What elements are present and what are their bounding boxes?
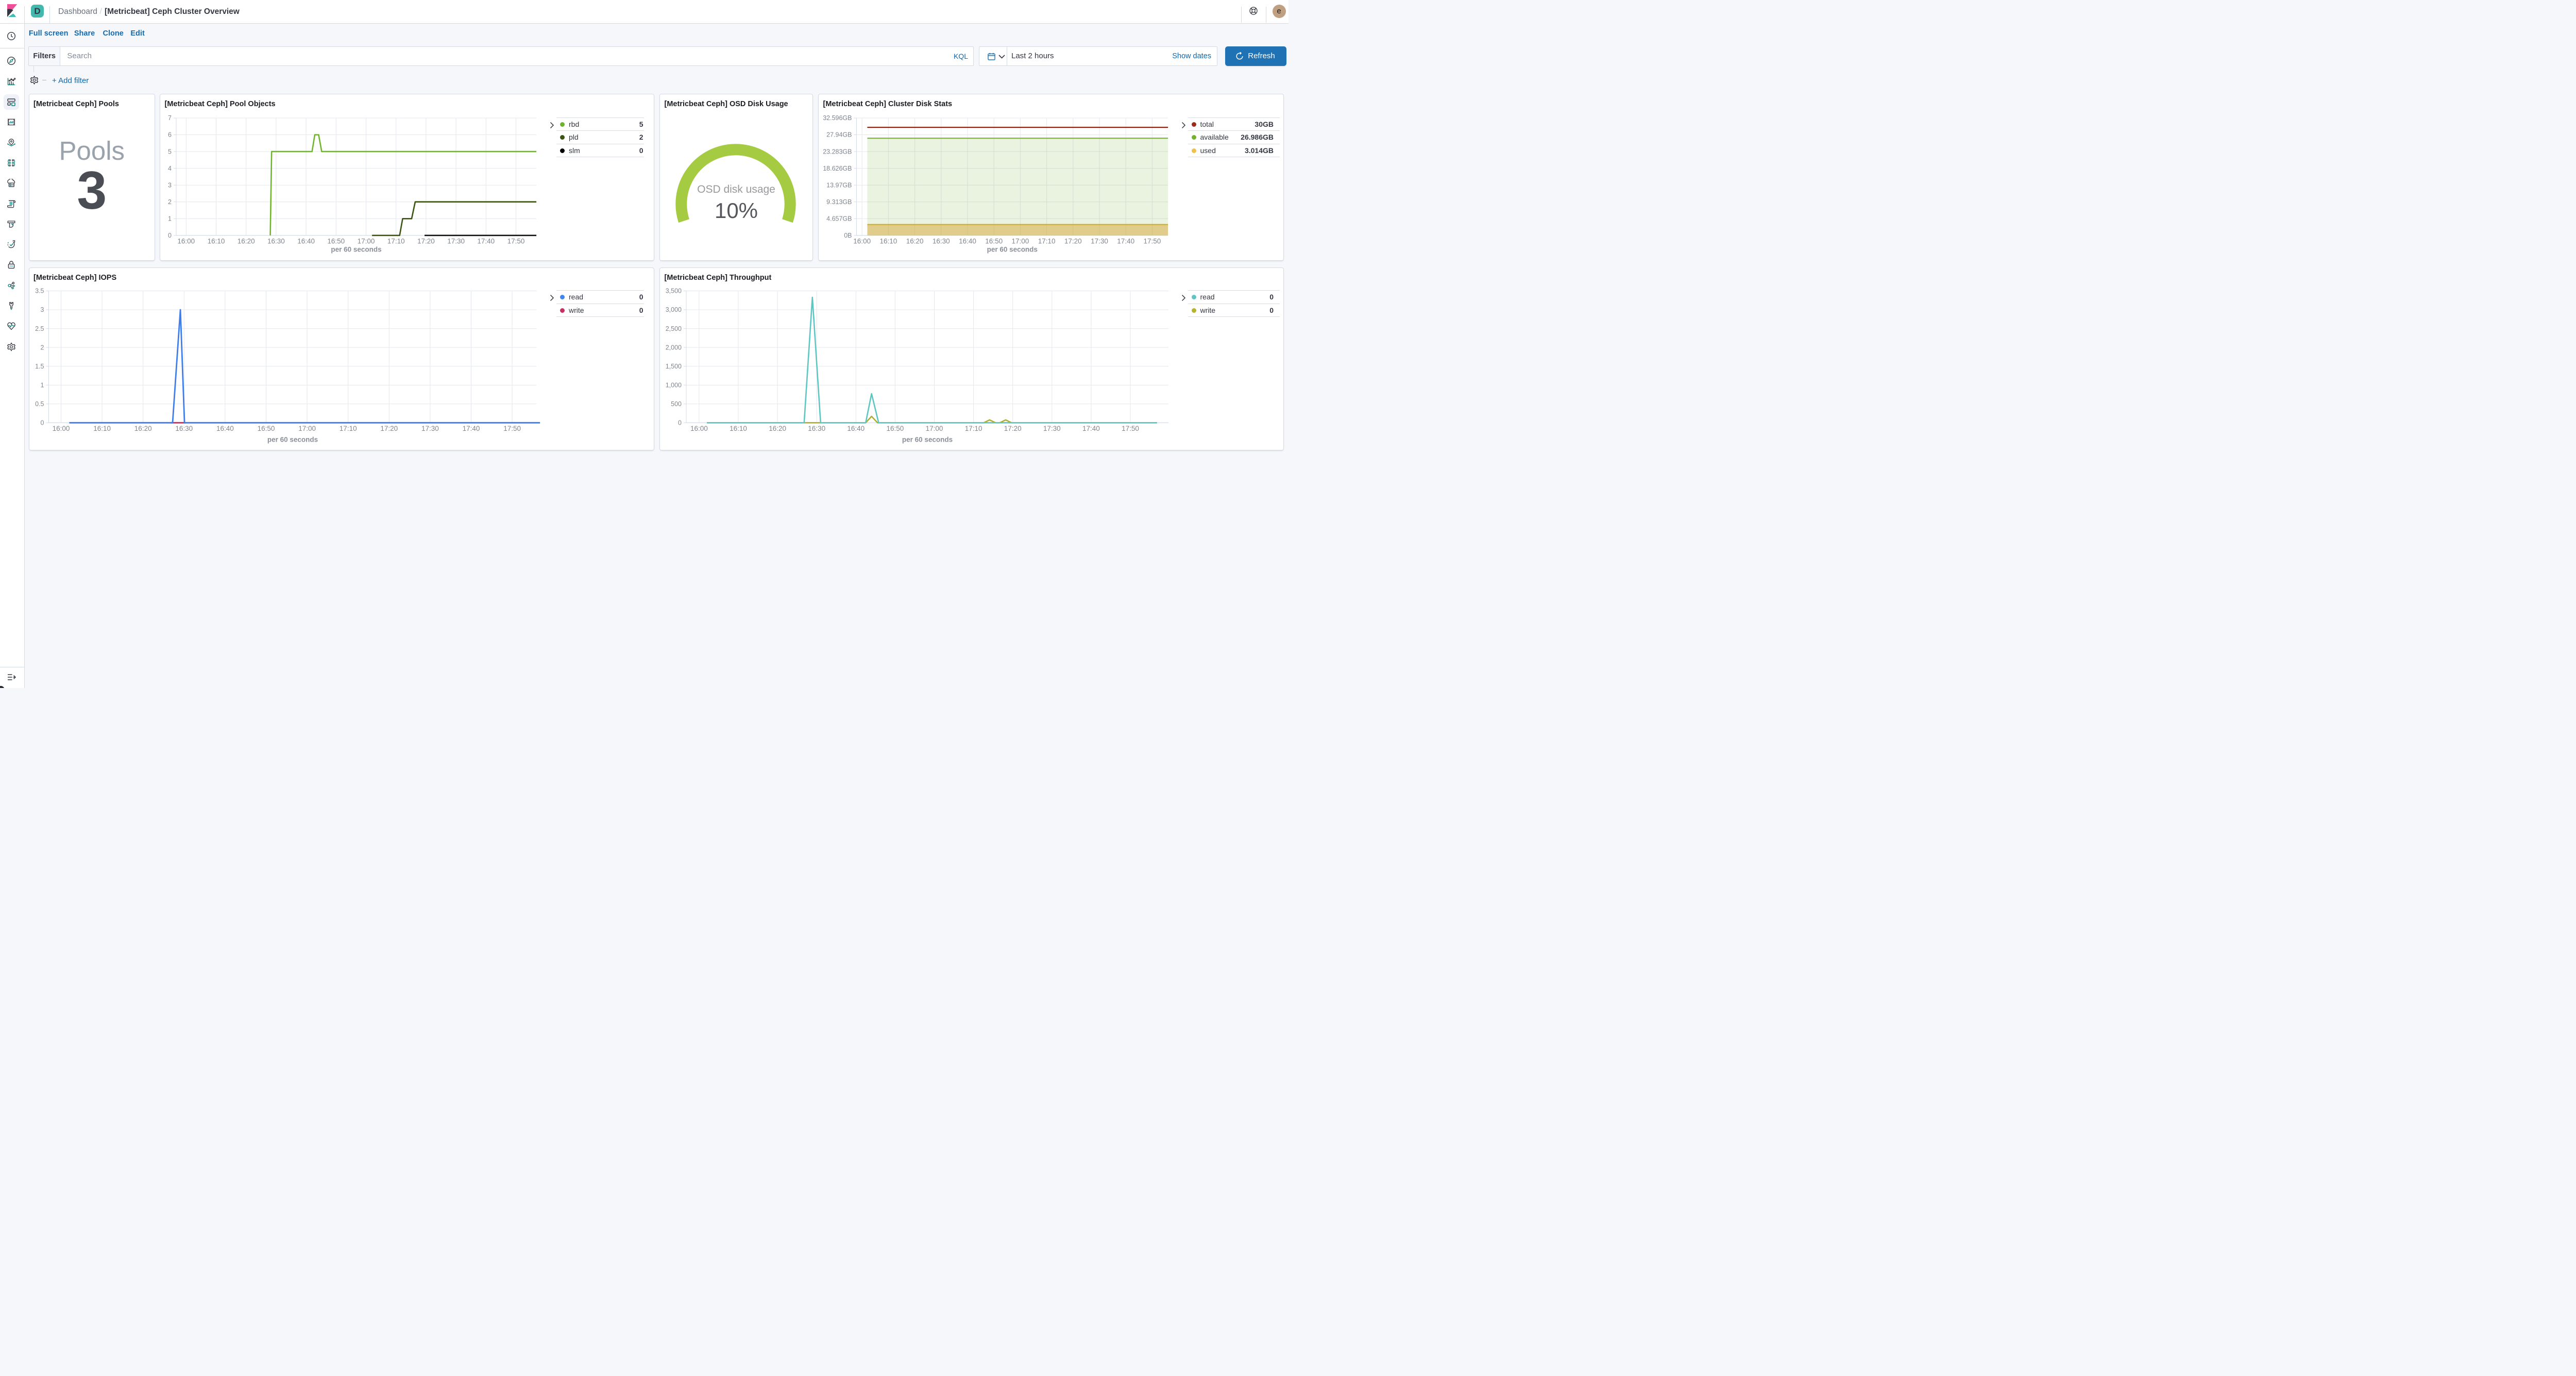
- svg-text:2,000: 2,000: [666, 344, 682, 351]
- svg-text:16:10: 16:10: [208, 237, 225, 245]
- svg-text:17:40: 17:40: [462, 425, 480, 432]
- svg-text:16:50: 16:50: [887, 425, 904, 432]
- svg-text:0: 0: [678, 419, 682, 427]
- svg-text:17:00: 17:00: [1012, 237, 1029, 245]
- svg-text:3,000: 3,000: [666, 306, 682, 313]
- svg-text:16:20: 16:20: [134, 425, 151, 432]
- svg-text:16:20: 16:20: [906, 237, 924, 245]
- svg-text:7: 7: [168, 114, 172, 122]
- svg-text:2.5: 2.5: [35, 325, 44, 332]
- svg-text:17:30: 17:30: [447, 237, 465, 245]
- svg-text:16:30: 16:30: [267, 237, 285, 245]
- svg-text:16:30: 16:30: [175, 425, 193, 432]
- svg-text:17:10: 17:10: [1038, 237, 1056, 245]
- svg-text:4.657GB: 4.657GB: [826, 215, 852, 223]
- svg-text:16:10: 16:10: [93, 425, 111, 432]
- svg-text:0: 0: [168, 232, 172, 239]
- svg-text:17:50: 17:50: [1144, 237, 1161, 245]
- svg-text:1,000: 1,000: [666, 381, 682, 389]
- svg-text:3,500: 3,500: [666, 288, 682, 295]
- svg-text:17:00: 17:00: [926, 425, 943, 432]
- svg-text:17:30: 17:30: [1091, 237, 1108, 245]
- svg-text:16:40: 16:40: [847, 425, 865, 432]
- svg-text:2: 2: [40, 344, 44, 351]
- svg-text:16:40: 16:40: [297, 237, 315, 245]
- svg-text:per 60 seconds: per 60 seconds: [902, 436, 953, 444]
- svg-text:4: 4: [168, 165, 172, 172]
- svg-text:1: 1: [168, 215, 172, 223]
- svg-text:per 60 seconds: per 60 seconds: [267, 436, 317, 444]
- svg-text:17:30: 17:30: [421, 425, 439, 432]
- svg-text:3: 3: [168, 181, 172, 189]
- svg-text:0.5: 0.5: [35, 400, 44, 408]
- svg-text:18.626GB: 18.626GB: [823, 165, 852, 172]
- svg-text:17:20: 17:20: [1004, 425, 1022, 432]
- svg-text:17:20: 17:20: [1064, 237, 1082, 245]
- svg-text:17:00: 17:00: [298, 425, 316, 432]
- svg-text:16:50: 16:50: [257, 425, 275, 432]
- svg-text:32.596GB: 32.596GB: [823, 114, 852, 122]
- svg-text:per 60 seconds: per 60 seconds: [331, 246, 381, 254]
- svg-text:17:40: 17:40: [1082, 425, 1100, 432]
- svg-text:5: 5: [168, 148, 172, 155]
- svg-text:16:00: 16:00: [177, 237, 195, 245]
- svg-text:16:10: 16:10: [880, 237, 897, 245]
- svg-text:13.97GB: 13.97GB: [826, 181, 852, 189]
- svg-text:0B: 0B: [844, 232, 852, 239]
- svg-text:16:00: 16:00: [52, 425, 70, 432]
- svg-text:17:10: 17:10: [339, 425, 357, 432]
- svg-text:2: 2: [168, 198, 172, 206]
- svg-text:16:50: 16:50: [327, 237, 345, 245]
- svg-text:16:10: 16:10: [730, 425, 747, 432]
- svg-text:17:10: 17:10: [965, 425, 982, 432]
- svg-text:17:30: 17:30: [1043, 425, 1061, 432]
- svg-text:16:00: 16:00: [690, 425, 708, 432]
- svg-text:23.283GB: 23.283GB: [823, 148, 852, 155]
- svg-text:16:00: 16:00: [853, 237, 871, 245]
- svg-text:0: 0: [40, 419, 44, 427]
- svg-text:17:50: 17:50: [503, 425, 521, 432]
- svg-text:1.5: 1.5: [35, 363, 44, 370]
- svg-text:16:20: 16:20: [769, 425, 786, 432]
- svg-text:17:40: 17:40: [477, 237, 495, 245]
- svg-text:3.5: 3.5: [35, 288, 44, 295]
- svg-text:3: 3: [40, 306, 44, 313]
- svg-text:16:30: 16:30: [933, 237, 950, 245]
- svg-text:17:10: 17:10: [387, 237, 405, 245]
- svg-text:17:20: 17:20: [417, 237, 435, 245]
- svg-text:17:40: 17:40: [1117, 237, 1134, 245]
- svg-text:500: 500: [671, 400, 682, 408]
- svg-text:16:30: 16:30: [808, 425, 825, 432]
- svg-text:1: 1: [40, 381, 44, 389]
- svg-text:16:50: 16:50: [985, 237, 1003, 245]
- svg-text:9.313GB: 9.313GB: [826, 198, 852, 206]
- svg-text:1,500: 1,500: [666, 363, 682, 370]
- svg-text:per 60 seconds: per 60 seconds: [987, 246, 1038, 254]
- svg-text:17:50: 17:50: [507, 237, 525, 245]
- svg-text:16:40: 16:40: [216, 425, 234, 432]
- svg-text:17:00: 17:00: [358, 237, 375, 245]
- svg-text:6: 6: [168, 131, 172, 139]
- svg-text:2,500: 2,500: [666, 325, 682, 332]
- svg-text:17:50: 17:50: [1122, 425, 1139, 432]
- svg-text:17:20: 17:20: [380, 425, 398, 432]
- svg-text:16:20: 16:20: [238, 237, 255, 245]
- svg-text:27.94GB: 27.94GB: [826, 131, 852, 139]
- svg-text:16:40: 16:40: [959, 237, 976, 245]
